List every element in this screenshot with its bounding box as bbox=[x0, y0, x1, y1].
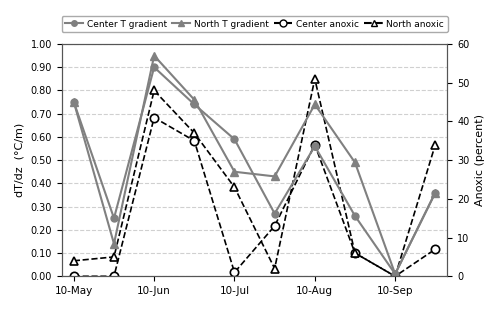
Y-axis label: Anoxic (percent): Anoxic (percent) bbox=[475, 114, 485, 206]
Legend: Center T gradient, North T gradient, Center anoxic, North anoxic: Center T gradient, North T gradient, Cen… bbox=[62, 16, 448, 32]
Y-axis label: dT/dz  (°C/m): dT/dz (°C/m) bbox=[15, 123, 25, 197]
